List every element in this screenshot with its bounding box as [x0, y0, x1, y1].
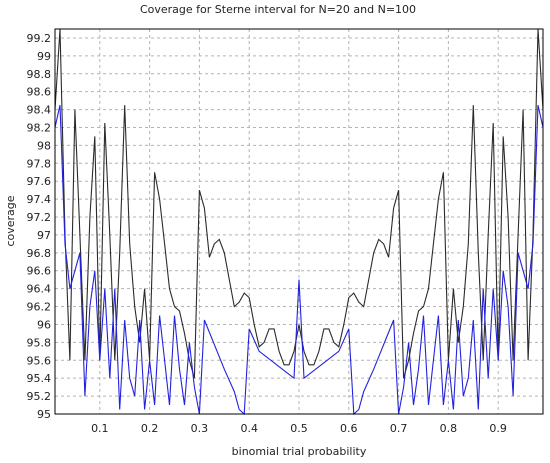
- y-tick-label: 98: [37, 139, 51, 152]
- y-tick-label: 97.6: [27, 175, 52, 188]
- x-tick-label: 0.9: [489, 422, 507, 435]
- x-tick-labels: 0.1 0.2 0.3 0.4 0.5 0.6 0.7 0.8 0.9: [91, 422, 507, 435]
- y-tick-label: 98.2: [27, 121, 52, 134]
- y-tick-label: 95.4: [27, 372, 52, 385]
- plot-frame: [54, 28, 544, 415]
- y-tick-label: 96.8: [27, 247, 52, 260]
- y-tick-label: 96.2: [27, 301, 52, 314]
- x-tick-label: 0.3: [191, 422, 209, 435]
- y-tick-label: 97.2: [27, 211, 52, 224]
- y-tick-label: 97: [37, 229, 51, 242]
- y-tick-label: 98.6: [27, 86, 52, 99]
- y-tick-labels: 95 95.2 95.4 95.6 95.8 96 96.2 96.4 96.6 96.8 97 97…: [27, 32, 52, 421]
- x-axis-label: binomial trial probability: [232, 445, 367, 458]
- y-tick-label: 98.8: [27, 68, 52, 81]
- series-layer: [54, 28, 544, 416]
- x-tick-label: 0.5: [290, 422, 308, 435]
- y-axis-label: coverage: [4, 195, 17, 246]
- x-tick-label: 0.6: [340, 422, 358, 435]
- y-tick-label: 96.6: [27, 265, 52, 278]
- y-tick-label: 96.4: [27, 283, 52, 296]
- y-tick-label: 99: [37, 50, 51, 63]
- x-tick-label: 0.2: [141, 422, 159, 435]
- series-line-1: [54, 28, 544, 379]
- x-tick-label: 0.4: [240, 422, 258, 435]
- x-tick-label: 0.1: [91, 422, 109, 435]
- y-tick-label: 96: [37, 318, 51, 331]
- y-tick-label: 97.4: [27, 193, 52, 206]
- y-tick-label: 97.8: [27, 157, 52, 170]
- chart-title: Coverage for Sterne interval for N=20 an…: [140, 3, 416, 16]
- y-tick-label: 95.2: [27, 390, 52, 403]
- x-tick-label: 0.7: [390, 422, 408, 435]
- y-tick-label: 95.8: [27, 336, 52, 349]
- y-tick-label: 95: [37, 408, 51, 421]
- y-tick-label: 95.6: [27, 354, 52, 367]
- y-tick-label: 98.4: [27, 104, 52, 117]
- series-line-2: [54, 104, 544, 416]
- x-tick-label: 0.8: [440, 422, 458, 435]
- y-tick-label: 99.2: [27, 32, 52, 45]
